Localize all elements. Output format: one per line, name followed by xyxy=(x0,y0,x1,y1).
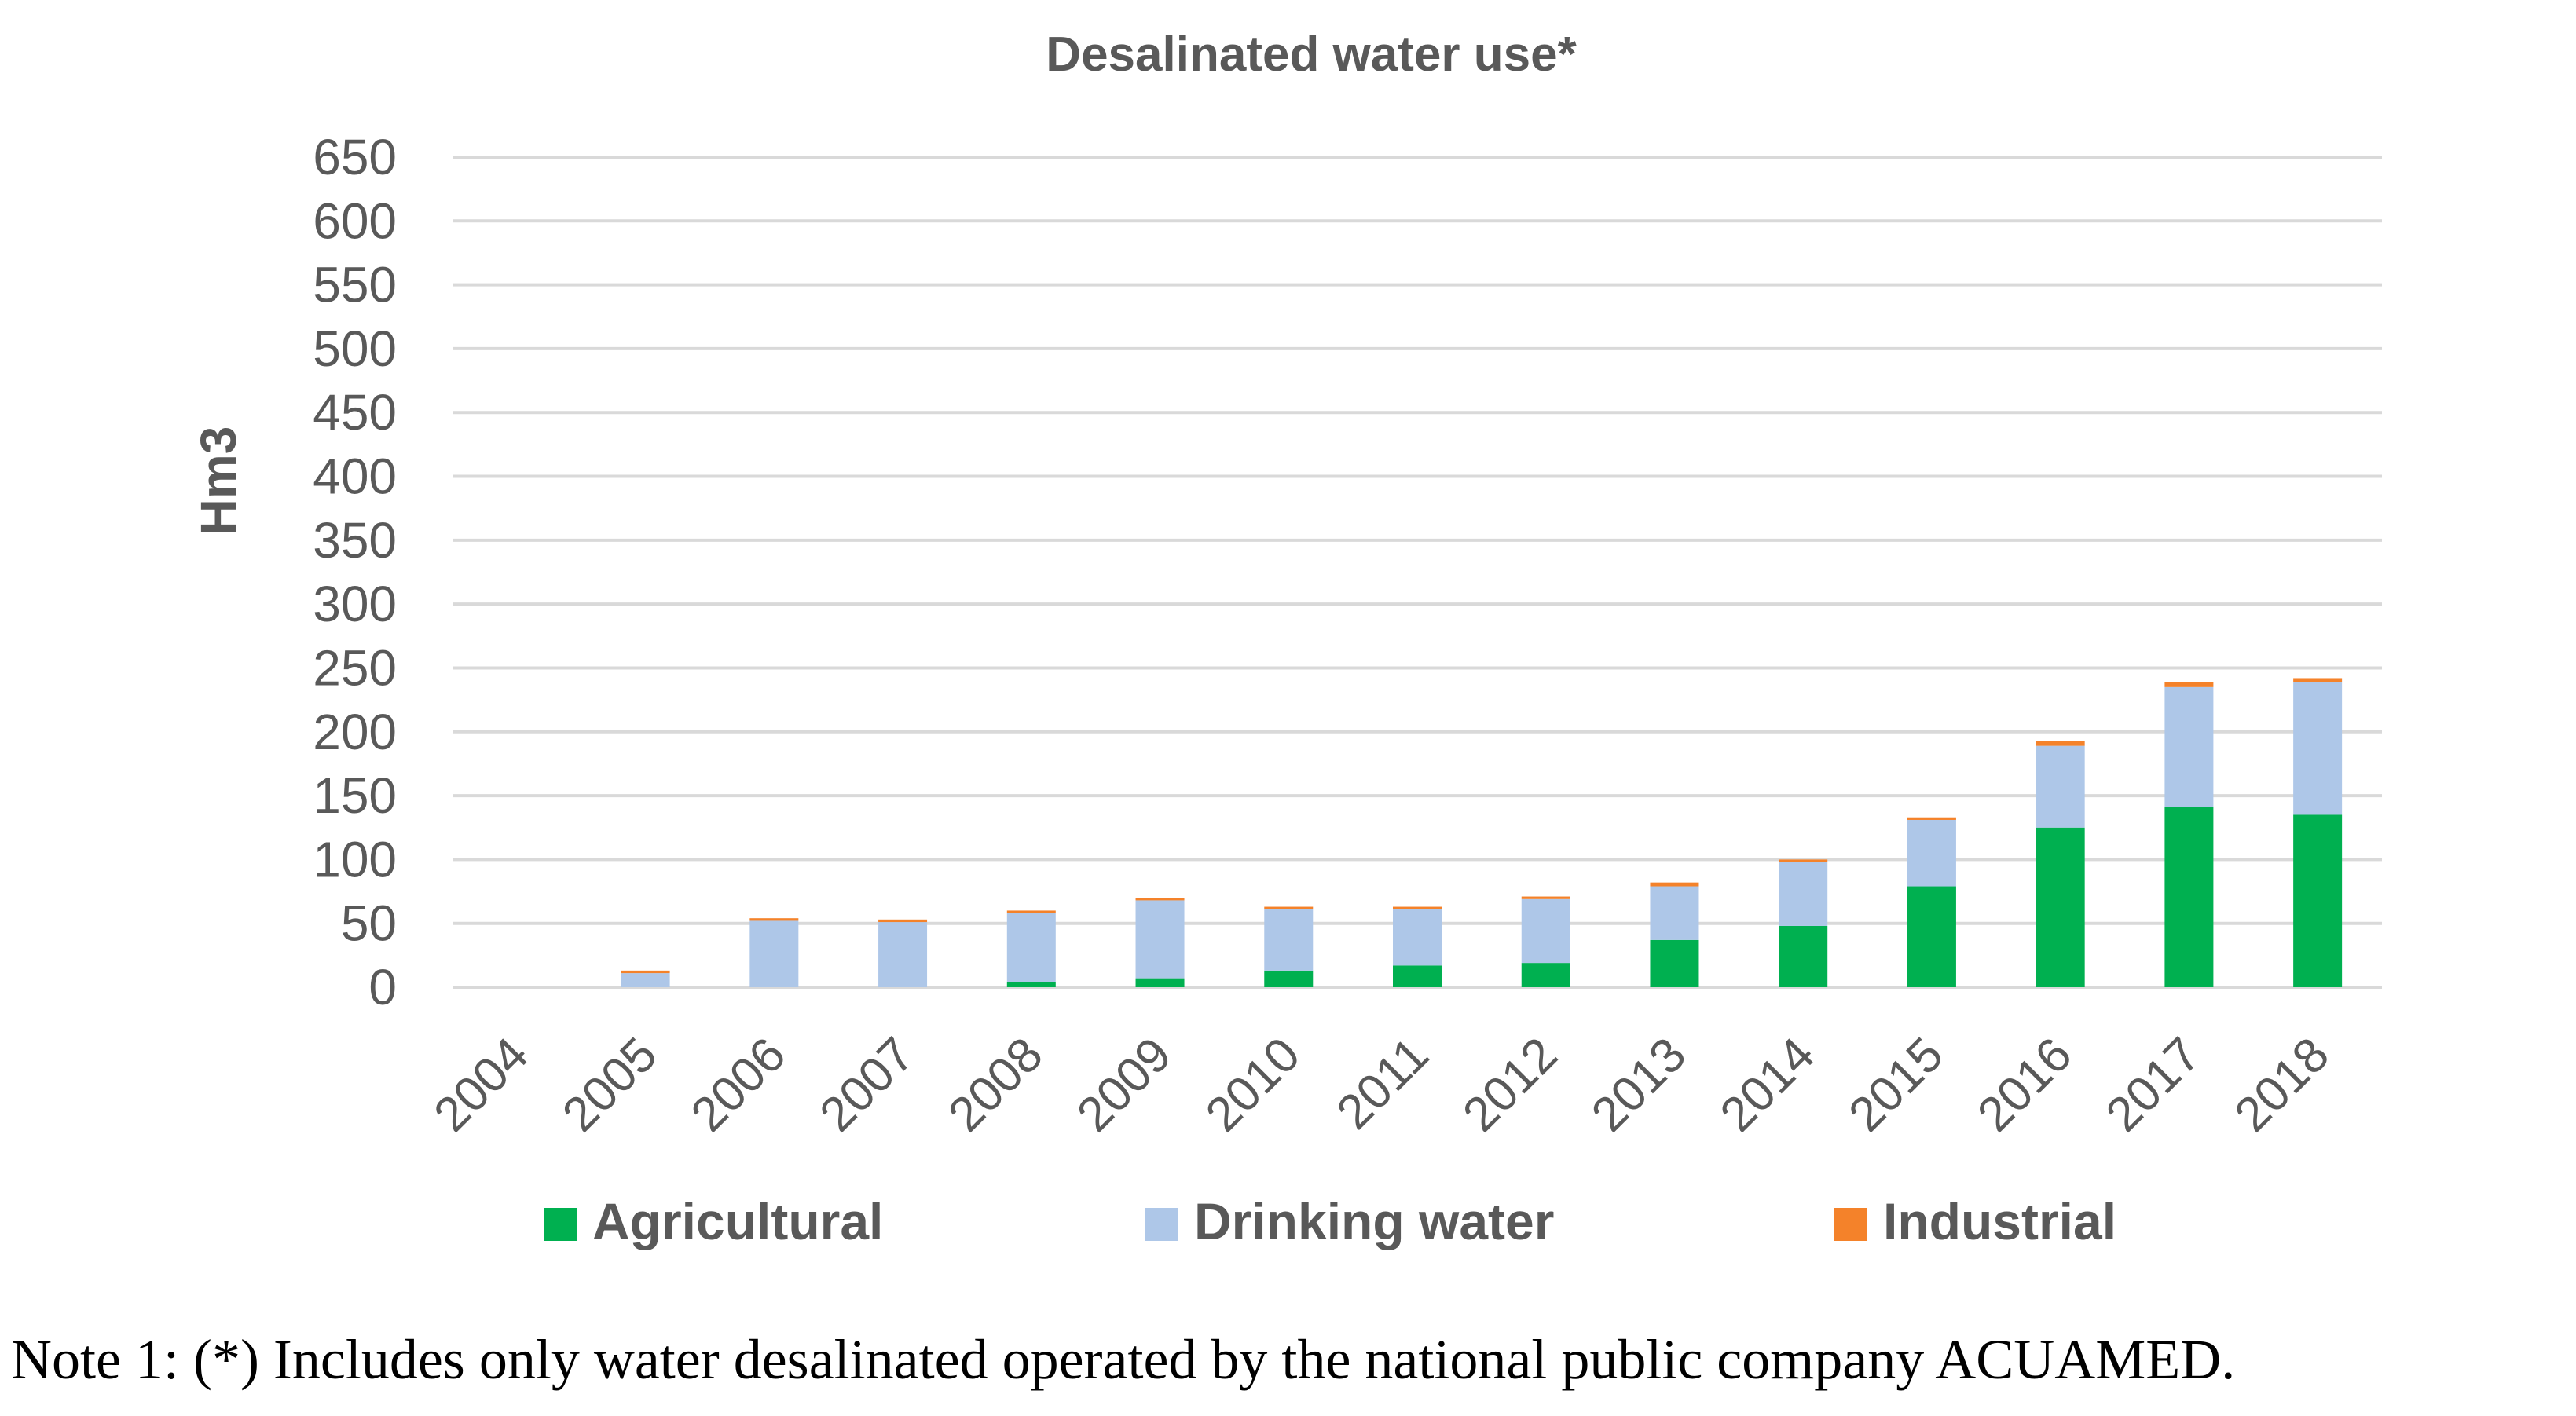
legend: Agricultural Drinking water Industrial xyxy=(544,1192,2116,1250)
x-tick-label: 2018 xyxy=(2225,1027,2340,1142)
legend-swatch-drinking-water xyxy=(1145,1208,1178,1241)
bar-industrial-2006 xyxy=(749,918,799,921)
bar-industrial-2011 xyxy=(1393,906,1442,909)
bar-agricultural-2008 xyxy=(1006,982,1056,987)
x-tick-label: 2007 xyxy=(810,1027,925,1142)
bar-industrial-2012 xyxy=(1521,896,1570,899)
x-tick-label: 2009 xyxy=(1067,1027,1182,1142)
y-tick-label: 650 xyxy=(313,129,397,185)
legend-swatch-industrial xyxy=(1834,1208,1867,1241)
bar-agricultural-2013 xyxy=(1650,939,1699,987)
bar-industrial-2007 xyxy=(878,919,928,923)
y-tick-label: 300 xyxy=(313,576,397,632)
chart-title: Desalinated water use* xyxy=(1046,27,1577,82)
legend-label: Drinking water xyxy=(1194,1192,1554,1250)
gridlines xyxy=(453,156,2382,989)
y-tick-label: 200 xyxy=(313,704,397,760)
bar-agricultural-2014 xyxy=(1779,925,1828,987)
y-tick-label: 50 xyxy=(341,895,397,952)
bar-industrial-2016 xyxy=(2036,741,2085,746)
bar-industrial-2017 xyxy=(2164,682,2214,687)
legend-swatch-agricultural xyxy=(544,1208,577,1241)
bar-drinking-water-2018 xyxy=(2293,682,2343,815)
bar-industrial-2015 xyxy=(1907,817,1956,820)
bar-industrial-2013 xyxy=(1650,882,1699,887)
y-tick-label: 400 xyxy=(313,448,397,505)
y-tick-label: 100 xyxy=(313,831,397,887)
legend-label: Agricultural xyxy=(592,1192,883,1250)
y-tick-label: 450 xyxy=(313,384,397,441)
bar-industrial-2005 xyxy=(621,970,670,974)
bar-drinking-water-2009 xyxy=(1135,900,1185,979)
bar-industrial-2009 xyxy=(1135,898,1185,901)
x-axis-ticks: 2004 2005 2006 2007 2008 2009 2010 2011 2012 2013… xyxy=(423,1027,2340,1142)
x-tick-label: 2016 xyxy=(1967,1027,2082,1142)
bar-agricultural-2015 xyxy=(1907,886,1956,987)
bar-agricultural-2012 xyxy=(1521,963,1570,987)
x-tick-label: 2008 xyxy=(938,1027,1053,1142)
bar-agricultural-2016 xyxy=(2036,827,2085,987)
bar-drinking-water-2016 xyxy=(2036,745,2085,828)
x-tick-label: 2011 xyxy=(1327,1027,1439,1140)
bar-industrial-2018 xyxy=(2293,678,2343,682)
bar-drinking-water-2010 xyxy=(1264,909,1314,971)
bar-agricultural-2018 xyxy=(2293,814,2343,987)
y-axis-label: Hm3 xyxy=(190,426,247,536)
bar-drinking-water-2017 xyxy=(2164,686,2214,807)
bar-drinking-water-2005 xyxy=(621,973,670,987)
x-tick-label: 2014 xyxy=(1710,1027,1825,1142)
bar-drinking-water-2012 xyxy=(1521,898,1570,964)
bar-drinking-water-2008 xyxy=(1006,913,1056,982)
y-tick-label: 550 xyxy=(313,257,397,313)
bar-industrial-2010 xyxy=(1264,906,1314,909)
bars xyxy=(621,678,2343,987)
bar-agricultural-2009 xyxy=(1135,978,1185,987)
x-tick-label: 2013 xyxy=(1581,1027,1696,1142)
y-tick-label: 500 xyxy=(313,320,397,377)
x-tick-label: 2015 xyxy=(1839,1027,1954,1142)
x-tick-label: 2006 xyxy=(681,1027,796,1142)
bar-drinking-water-2015 xyxy=(1907,819,1956,887)
x-tick-label: 2010 xyxy=(1196,1027,1310,1142)
y-tick-label: 0 xyxy=(368,959,397,1015)
bar-drinking-water-2011 xyxy=(1393,909,1442,966)
bar-agricultural-2011 xyxy=(1393,965,1442,987)
bar-industrial-2014 xyxy=(1779,859,1828,862)
bar-drinking-water-2013 xyxy=(1650,886,1699,940)
y-tick-label: 150 xyxy=(313,767,397,824)
x-tick-label: 2012 xyxy=(1453,1027,1567,1142)
bar-drinking-water-2006 xyxy=(749,920,799,987)
x-tick-label: 2005 xyxy=(552,1027,667,1142)
bar-industrial-2008 xyxy=(1006,910,1056,913)
y-axis-ticks: 0 50 100 150 200 250 300 350 400 450 500 550 600 650 xyxy=(313,129,397,1015)
y-tick-label: 600 xyxy=(313,192,397,249)
bar-agricultural-2010 xyxy=(1264,970,1314,987)
bar-drinking-water-2007 xyxy=(878,922,928,987)
bar-agricultural-2017 xyxy=(2164,807,2214,987)
legend-label: Industrial xyxy=(1883,1192,2116,1250)
x-tick-label: 2017 xyxy=(2096,1027,2211,1142)
y-tick-label: 350 xyxy=(313,512,397,569)
y-tick-label: 250 xyxy=(313,639,397,696)
x-tick-label: 2004 xyxy=(423,1027,538,1142)
footnote: Note 1: (*) Includes only water desalina… xyxy=(11,1328,2236,1391)
bar-drinking-water-2014 xyxy=(1779,862,1828,926)
